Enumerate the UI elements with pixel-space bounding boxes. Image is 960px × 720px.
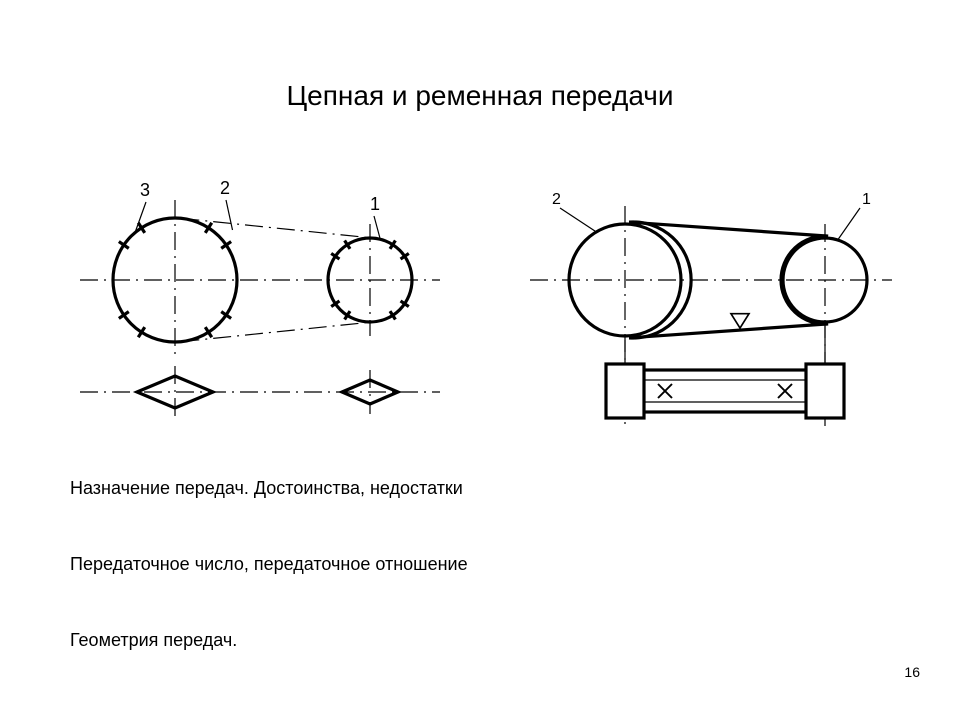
svg-text:1: 1 — [862, 191, 871, 208]
chain-drive-figure: 3 2 1 — [70, 180, 450, 440]
svg-text:2: 2 — [220, 180, 230, 198]
page-title: Цепная и ременная передачи — [0, 80, 960, 112]
belt-drive-figure: 21 — [520, 180, 920, 440]
svg-text:3: 3 — [140, 180, 150, 200]
body-line-1: Назначение передач. Достоинства, недоста… — [70, 478, 463, 499]
page-number: 16 — [904, 664, 920, 680]
svg-text:2: 2 — [552, 191, 561, 208]
body-line-3: Геометрия передач. — [70, 630, 237, 651]
svg-text:1: 1 — [370, 194, 380, 214]
body-line-2: Передаточное число, передаточное отношен… — [70, 554, 468, 575]
